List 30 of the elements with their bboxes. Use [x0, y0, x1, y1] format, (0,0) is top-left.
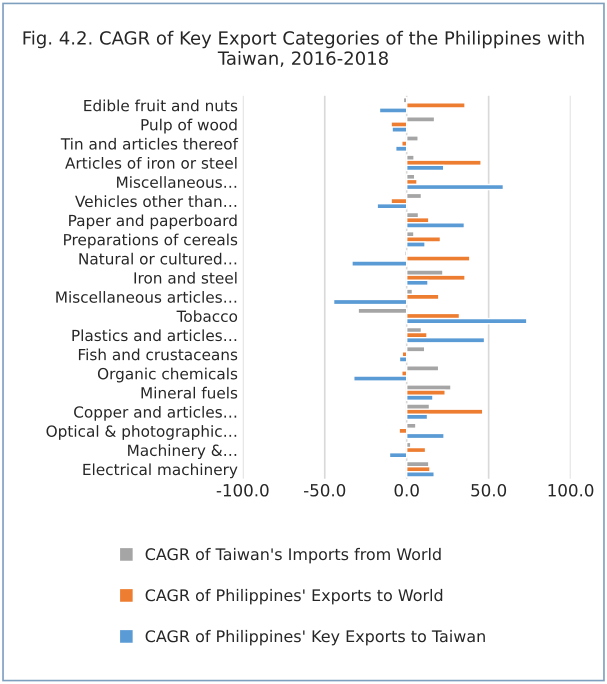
y-tick-label: Paper and paperboard: [69, 214, 237, 230]
y-tick-label: Tobacco: [176, 310, 238, 322]
y-tick-label: Plastics and articles…: [72, 329, 236, 342]
y-tick-label: Preparations of cereals: [64, 234, 238, 248]
y-tick-label: Organic chemicals: [98, 368, 238, 382]
y-tick-label: Machinery &…: [128, 444, 236, 460]
y-tick-label: Pulp of wood: [142, 118, 237, 134]
y-tick-label: Natural or cultured…: [79, 252, 236, 265]
chart-title: Fig. 4.2. CAGR of Key Export Categories of the Philippines with Taiwan, 2016-2018: [24, 30, 584, 67]
y-tick-label: Edible fruit and nuts: [84, 100, 238, 112]
y-tick-label: Mineral fuels: [142, 386, 238, 399]
x-tick-label: -100.0: [216, 484, 269, 497]
x-tick-label: 100.0: [548, 484, 594, 497]
y-tick-label: Vehicles other than…: [75, 195, 236, 208]
legend-label: CAGR of Taiwan's Imports from World: [146, 548, 441, 564]
legend-label: CAGR of Philippines' Exports to World: [146, 588, 442, 604]
y-tick-label: Electrical machinery: [83, 463, 238, 478]
y-tick-label: Fish and crustaceans: [78, 348, 238, 360]
y-tick-label: Optical & photographic…: [46, 425, 236, 440]
x-tick-label: -50.0: [304, 484, 346, 497]
y-tick-label: Copper and articles…: [74, 406, 236, 421]
y-tick-label: Articles of iron or steel: [65, 156, 237, 169]
y-tick-label: Miscellaneous articles…: [56, 291, 236, 303]
y-tick-label: Iron and steel: [134, 272, 237, 284]
legend-label: CAGR of Philippines' Key Exports to Taiwan: [146, 630, 485, 646]
y-tick-label: Miscellaneous…: [117, 176, 236, 188]
bar: [406, 346, 426, 352]
x-tick-label: 0.0: [394, 484, 419, 497]
y-tick-label: Tin and articles thereof: [60, 138, 238, 150]
x-tick-label: 50.0: [471, 484, 506, 497]
